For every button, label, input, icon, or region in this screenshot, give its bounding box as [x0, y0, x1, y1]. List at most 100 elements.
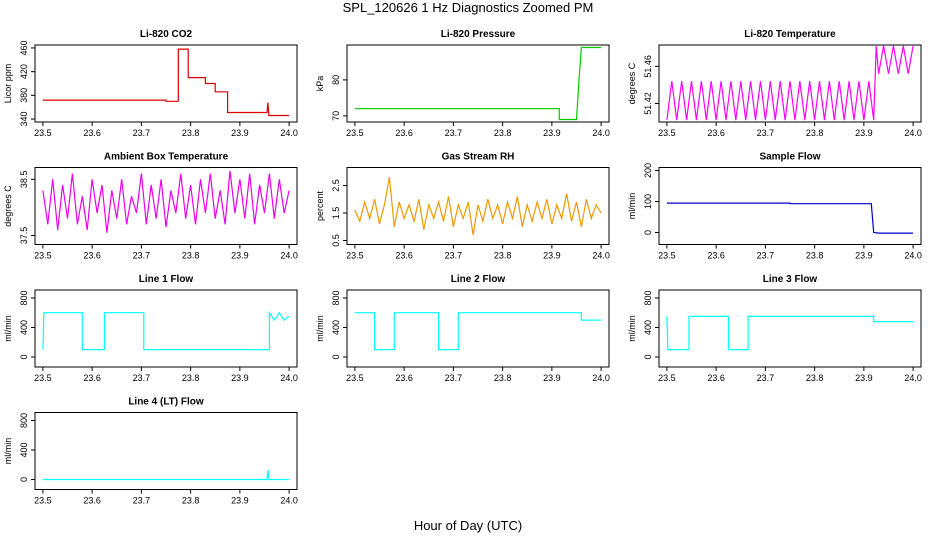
x-tick-label: 23.8	[182, 128, 200, 138]
y-axis-title: degrees C	[627, 62, 637, 104]
x-tick-label: 24.0	[592, 373, 610, 383]
y-axis-title: kPa	[315, 76, 325, 92]
y-tick-label: 380	[19, 88, 29, 103]
x-tick-label: 23.5	[658, 251, 676, 261]
x-tick-label: 23.5	[346, 128, 364, 138]
y-tick-label: 100	[643, 194, 653, 209]
x-tick-label: 23.6	[395, 373, 413, 383]
x-tick-label: 23.8	[182, 496, 200, 506]
x-tick-label: 23.9	[543, 373, 561, 383]
panel-title: Li-820 Pressure	[441, 29, 516, 40]
x-tick-label: 23.6	[83, 373, 101, 383]
x-tick-label: 23.9	[855, 251, 873, 261]
y-tick-label: 0	[19, 354, 29, 359]
y-tick-label: 51.42	[643, 92, 653, 115]
panel-title: Li-820 Temperature	[744, 29, 836, 40]
x-tick-label: 23.6	[83, 496, 101, 506]
plot-frame	[34, 289, 298, 368]
x-tick-label: 24.0	[904, 128, 922, 138]
y-tick-label: 37.5	[19, 227, 29, 245]
data-line	[354, 312, 602, 351]
y-tick-label: 51.46	[643, 55, 653, 78]
x-tick-label: 23.9	[231, 251, 249, 261]
y-tick-label: 0	[331, 354, 341, 359]
plot-frame	[658, 289, 922, 368]
data-line	[42, 48, 290, 117]
y-axis-title: ml/min	[627, 193, 637, 220]
x-tick-label: 23.9	[231, 496, 249, 506]
page-title: SPL_120626 1 Hz Diagnostics Zoomed PM	[343, 0, 594, 15]
x-tick-label: 23.6	[707, 251, 725, 261]
x-tick-label: 23.5	[658, 373, 676, 383]
y-tick-label: 70	[331, 111, 341, 121]
y-tick-label: 460	[19, 40, 29, 55]
panel-title: Gas Stream RH	[442, 152, 515, 163]
x-tick-label: 24.0	[592, 251, 610, 261]
x-tick-label: 23.8	[806, 128, 824, 138]
x-tick-label: 23.7	[445, 373, 463, 383]
y-axis-title: ml/min	[627, 315, 637, 342]
x-tick-label: 23.8	[182, 373, 200, 383]
y-axis-title: ml/min	[3, 315, 13, 342]
y-axis-title: percent	[315, 190, 325, 221]
x-tick-label: 23.9	[231, 128, 249, 138]
x-tick-label: 23.6	[395, 128, 413, 138]
panel-title: Sample Flow	[759, 152, 820, 163]
x-tick-label: 24.0	[280, 128, 298, 138]
x-tick-label: 23.6	[83, 128, 101, 138]
x-tick-label: 24.0	[904, 373, 922, 383]
panel-title: Line 2 Flow	[451, 274, 506, 285]
y-tick-label: 420	[19, 64, 29, 79]
x-tick-label: 23.7	[133, 496, 151, 506]
data-line	[666, 202, 914, 234]
y-tick-label: 2.5	[331, 179, 341, 192]
data-line	[354, 46, 602, 121]
x-tick-label: 24.0	[280, 373, 298, 383]
plot-frame	[346, 44, 610, 123]
plot-frame	[346, 289, 610, 368]
x-tick-label: 23.7	[757, 128, 775, 138]
x-tick-label: 23.7	[757, 251, 775, 261]
y-tick-label: 0	[643, 354, 653, 359]
plot-frame	[34, 44, 298, 123]
y-tick-label: 1.5	[331, 207, 341, 220]
y-tick-label: 340	[19, 112, 29, 127]
panel-title: Ambient Box Temperature	[104, 152, 229, 163]
x-tick-label: 23.7	[445, 251, 463, 261]
x-tick-label: 23.7	[133, 251, 151, 261]
x-tick-label: 23.6	[395, 251, 413, 261]
x-tick-label: 23.5	[34, 496, 52, 506]
x-tick-label: 24.0	[592, 128, 610, 138]
x-tick-label: 23.8	[494, 128, 512, 138]
panel-title: Line 4 (LT) Flow	[128, 397, 204, 408]
x-tick-label: 24.0	[904, 251, 922, 261]
x-tick-label: 23.5	[658, 128, 676, 138]
x-tick-label: 23.8	[806, 373, 824, 383]
data-line	[42, 469, 290, 481]
x-tick-label: 23.8	[494, 373, 512, 383]
y-axis-title: Licor ppm	[3, 64, 13, 104]
y-tick-label: 38.5	[19, 171, 29, 189]
data-line	[42, 310, 290, 351]
x-tick-label: 23.5	[346, 251, 364, 261]
plot-frame	[34, 167, 298, 245]
x-tick-label: 23.6	[707, 373, 725, 383]
x-tick-label: 24.0	[280, 496, 298, 506]
x-tick-label: 23.7	[445, 128, 463, 138]
x-tick-label: 23.9	[543, 251, 561, 261]
x-axis-title: Hour of Day (UTC)	[414, 518, 522, 533]
y-axis-title: ml/min	[315, 315, 325, 342]
panel-title: Line 3 Flow	[763, 274, 818, 285]
x-tick-label: 23.8	[806, 251, 824, 261]
x-tick-label: 23.5	[34, 251, 52, 261]
panel-title: Line 1 Flow	[139, 274, 194, 285]
y-tick-label: 800	[19, 413, 29, 428]
y-tick-label: 80	[331, 75, 341, 85]
x-tick-label: 23.5	[34, 373, 52, 383]
plot-frame	[34, 412, 298, 490]
y-tick-label: 200	[643, 163, 653, 178]
x-tick-label: 23.5	[34, 128, 52, 138]
data-line	[666, 45, 914, 121]
y-axis-title: ml/min	[3, 438, 13, 465]
y-tick-label: 400	[19, 320, 29, 335]
